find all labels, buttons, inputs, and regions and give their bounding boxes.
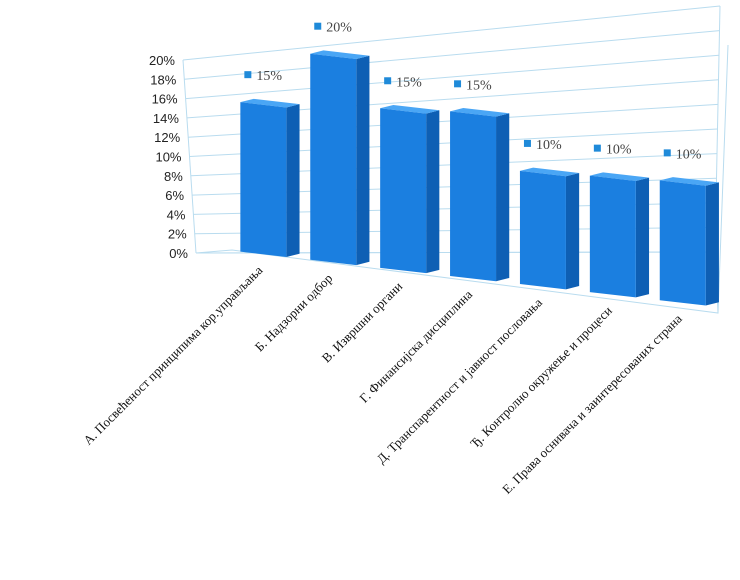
bar xyxy=(310,50,370,266)
bar-front xyxy=(240,102,287,258)
bar xyxy=(589,172,650,298)
bar-front xyxy=(659,180,706,306)
y-tick-label: 8% xyxy=(164,169,183,184)
bar-side xyxy=(426,110,440,274)
bar-side xyxy=(705,182,719,306)
y-tick-label: 2% xyxy=(168,227,187,242)
gridline xyxy=(182,5,721,61)
data-label-marker xyxy=(384,77,392,85)
y-tick-label: 14% xyxy=(153,111,179,126)
bar-front xyxy=(519,170,566,290)
bar-front xyxy=(589,175,636,298)
bar-top xyxy=(589,172,650,181)
bar-top xyxy=(519,167,580,177)
data-label: 15% xyxy=(396,75,422,90)
data-label-marker xyxy=(454,80,462,88)
bar xyxy=(240,98,300,258)
category-label: А. Посвећеност принципима кор.управљања xyxy=(80,262,265,447)
y-tick-label: 6% xyxy=(165,188,184,203)
data-label: 10% xyxy=(606,143,632,158)
bar-top xyxy=(240,98,300,108)
y-tick-label: 20% xyxy=(149,53,175,68)
y-tick-label: 18% xyxy=(150,72,176,87)
data-label-marker xyxy=(593,144,601,152)
bar-front xyxy=(450,111,497,282)
data-label-marker xyxy=(244,71,252,79)
data-label-marker xyxy=(523,139,531,147)
bar-side xyxy=(356,55,370,266)
data-label: 10% xyxy=(676,147,702,162)
category-label: Д. Транспарентност и јавност пословања xyxy=(374,295,546,467)
gridline xyxy=(184,30,720,80)
bar-side xyxy=(635,177,650,298)
y-tick-label: 0% xyxy=(169,246,188,261)
y-tick-label: 16% xyxy=(152,92,178,107)
data-label-marker xyxy=(314,22,322,30)
bar-front xyxy=(380,108,427,274)
bar xyxy=(659,177,719,306)
data-label: 15% xyxy=(466,78,492,93)
bar-side xyxy=(496,113,510,282)
bar xyxy=(519,167,580,290)
bar-top xyxy=(659,177,719,186)
bar xyxy=(450,108,510,282)
y-tick-label: 12% xyxy=(154,130,180,145)
bar-side xyxy=(286,104,300,258)
category-label: В. Извршни органи xyxy=(319,279,406,366)
bar-top xyxy=(310,50,370,60)
bar-top xyxy=(380,104,440,114)
bar xyxy=(380,104,440,274)
axis-left xyxy=(182,59,197,254)
data-label: 10% xyxy=(536,138,562,153)
category-label: Б. Надзорни одбор xyxy=(252,271,336,355)
y-tick-label: 10% xyxy=(155,150,181,165)
y-tick-label: 4% xyxy=(167,207,186,222)
category-label: Е. Права оснивача и заинтересованих стра… xyxy=(499,311,685,497)
data-label: 20% xyxy=(326,21,352,36)
axis-right-front xyxy=(717,44,729,314)
gridline xyxy=(185,54,720,100)
category-label: Ђ. Контролно окружење и процеси xyxy=(467,303,615,451)
bar-top xyxy=(450,108,510,117)
bar-front xyxy=(310,53,357,266)
data-label: 15% xyxy=(256,69,282,84)
bar-side xyxy=(565,172,580,290)
data-label-marker xyxy=(663,149,671,157)
